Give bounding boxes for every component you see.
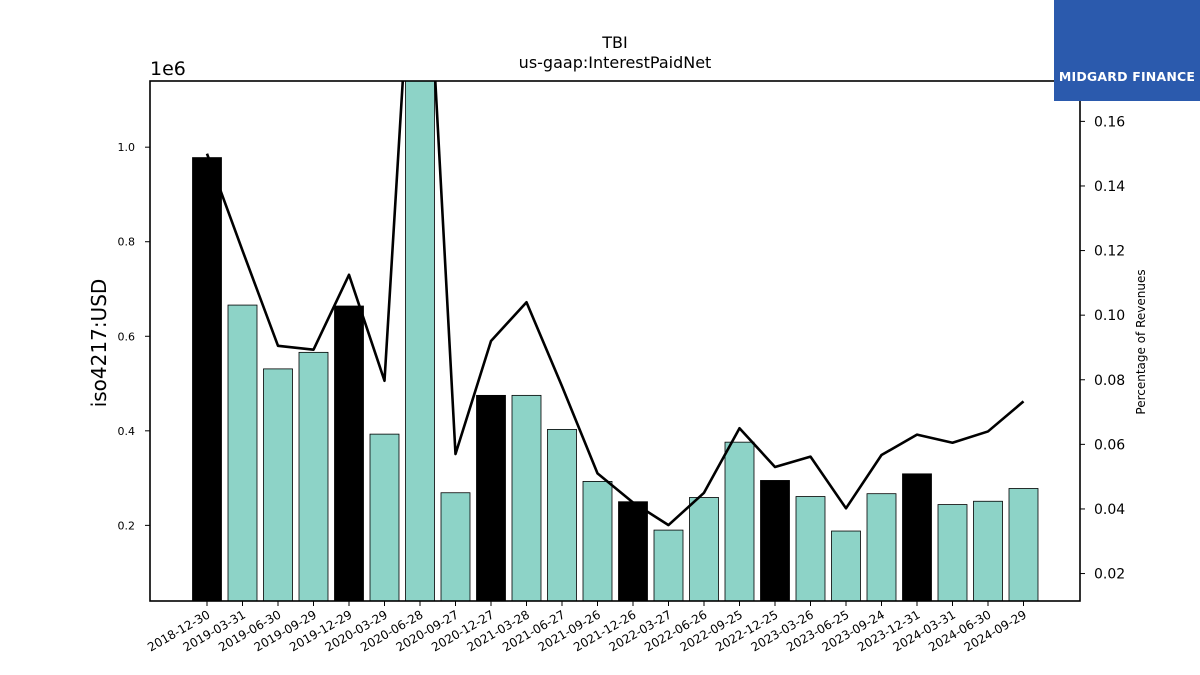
chart-title: TBI: [601, 33, 627, 52]
y-tick-label: 1.0: [118, 141, 136, 154]
y2-tick-label: 0.08: [1094, 373, 1125, 389]
plot-frame: [149, 80, 1081, 602]
bar-2020-03-29: [369, 433, 400, 602]
bar-2020-06-28: [405, 80, 435, 602]
bar-2024-03-31: [937, 504, 968, 602]
line-series: [205, 81, 1025, 527]
y-axis-label: iso4217:USD: [87, 279, 111, 408]
bars: [192, 80, 1039, 602]
bar-2020-12-27: [476, 394, 506, 602]
y2-axis-label: Percentage of Revenues: [1134, 269, 1148, 414]
y2-tick-label: 0.10: [1094, 308, 1125, 324]
bar-2020-09-27: [440, 492, 471, 602]
bar-2023-12-31: [902, 473, 932, 602]
bar-2021-12-26: [618, 501, 648, 602]
y-tick-label: 0.8: [118, 236, 136, 249]
y-tick-label: 0.2: [118, 519, 136, 532]
line-percentage-of-revenues: [205, 81, 1025, 527]
bar-2021-09-26: [582, 480, 613, 602]
y2-tick-label: 0.16: [1094, 114, 1125, 130]
bar-2019-12-29: [334, 305, 364, 602]
bar-2022-09-25: [724, 441, 755, 602]
bar-2024-06-30: [973, 500, 1003, 602]
bar-2019-09-29: [298, 351, 329, 602]
bar-2019-03-31: [227, 304, 258, 602]
y2-tick-label: 0.04: [1094, 502, 1125, 518]
bar-2018-12-30: [192, 157, 222, 602]
y2-tick-label: 0.02: [1094, 567, 1125, 583]
midgard-logo: MIDGARD FINANCE: [1054, 0, 1200, 101]
logo-text: MIDGARD FINANCE: [1058, 69, 1196, 84]
bar-2023-06-25: [831, 530, 861, 602]
bar-2022-12-25: [760, 480, 790, 602]
bar-2019-06-30: [263, 368, 293, 602]
bar-2023-09-24: [866, 493, 897, 602]
bar-2022-03-27: [653, 529, 684, 602]
bar-2023-03-26: [795, 496, 826, 602]
bar-2022-06-26: [689, 497, 719, 602]
y2-tick-label: 0.06: [1094, 437, 1125, 453]
bar-2021-03-28: [511, 394, 542, 602]
chart-subtitle: us-gaap:InterestPaidNet: [519, 53, 712, 72]
bar-2021-06-27: [547, 428, 577, 602]
y-tick-label: 0.6: [118, 330, 136, 343]
y2-tick-label: 0.14: [1094, 179, 1125, 195]
bar-2024-09-29: [1008, 488, 1039, 602]
y2-tick-label: 0.12: [1094, 244, 1125, 260]
y-offset-label: 1e6: [150, 58, 186, 80]
y-tick-label: 0.4: [118, 425, 136, 438]
midgard-logo-icon: [1054, 0, 1200, 70]
